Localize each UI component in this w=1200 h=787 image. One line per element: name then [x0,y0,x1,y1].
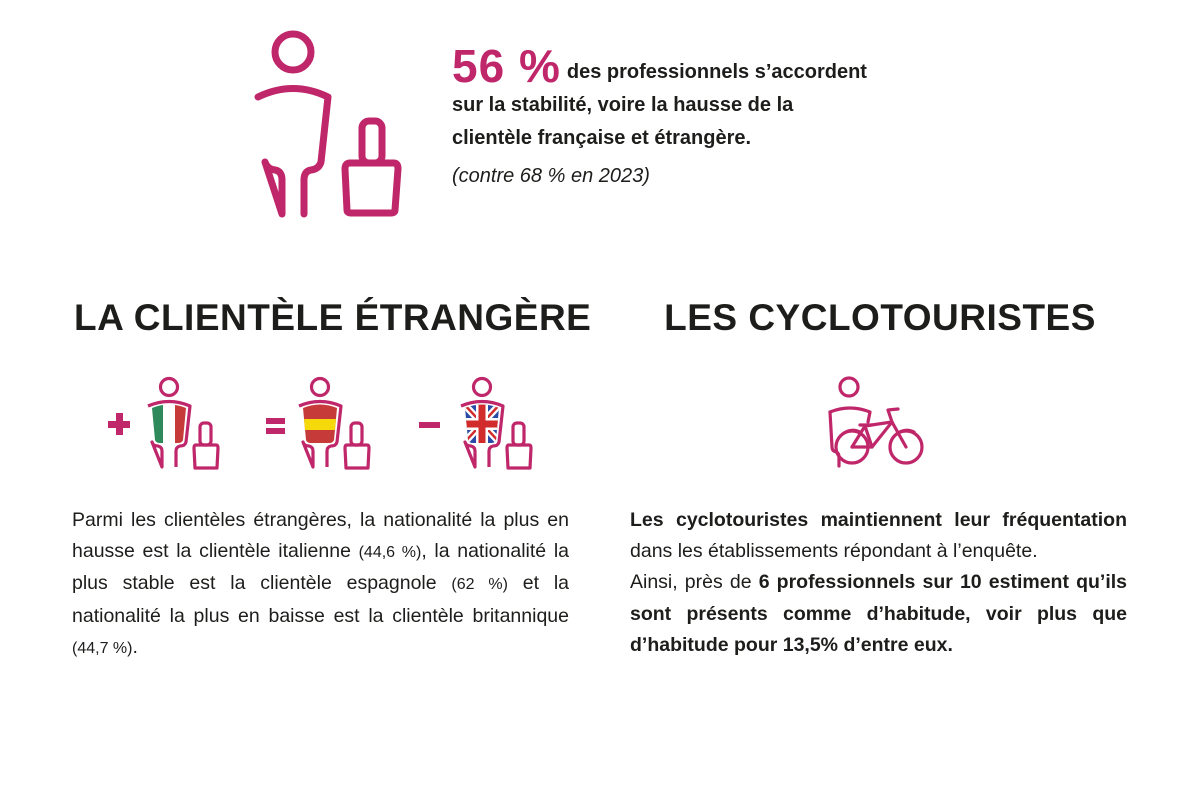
cyclotourists-bold-1: Les cyclotouristes maintiennent leur fré… [630,509,1127,531]
uk-percentage: (44,7 %) [72,639,133,657]
hero-statement: 56 % des professionnels s’accordent sur l… [452,43,972,191]
plus-icon [108,413,130,435]
cyclotourists-text-2: Ainsi, près de [630,571,759,594]
hero-percentage: 56 % [452,40,561,92]
cyclotourists-title: LES CYCLOTOURISTES [664,297,1096,338]
foreign-clientele-title: LA CLIENTÈLE ÉTRANGÈRE [74,297,592,338]
spain-percentage: (62 %) [451,576,508,594]
hero-line-2: sur la stabilité, voire la hausse de la [452,94,794,116]
hero-comparison-note: (contre 68 % en 2023) [452,165,650,187]
hero-line-3: clientèle française et étrangère. [452,127,752,149]
equals-icon [266,418,285,434]
cyclotourists-sentence-2: Ainsi, près de 6 professionnels sur 10 e… [630,567,1127,661]
traveler-with-luggage-icon [248,22,408,222]
foreign-clientele-paragraph: Parmi les clientèles étrangères, la nati… [72,505,569,664]
italy-traveler-icon [147,376,220,470]
uk-flag-icon [465,404,499,443]
minus-icon [419,422,440,428]
cyclotourists-sentence-1: Les cyclotouristes maintiennent leur fré… [630,505,1127,567]
italy-flag-icon [152,404,186,443]
spain-traveler-icon [298,376,371,470]
foreign-text-2: , la nationalité la plus stable est la c… [72,540,569,595]
cyclist-with-bicycle-icon [822,372,932,472]
cyclotourists-text-1: dans les établissements répondant à l’en… [630,540,1038,563]
foreign-text-4: . [132,635,138,658]
uk-traveler-icon [460,376,533,470]
hero-line-1-text: des professionnels s’accordent [566,61,867,83]
italy-percentage: (44,6 %) [358,544,422,562]
nationality-indicators [100,372,560,477]
hero-line-1: 56 % des professionnels s’accordent [452,43,972,89]
foreign-text-1: Parmi les clientèles étrangères, la nati… [72,509,569,563]
spain-flag-icon [303,404,337,443]
cyclotourists-bold-2: 6 professionnels sur 10 estiment qu’ils … [630,571,1128,656]
foreign-text-3: et la nationalité la plus en baisse est … [72,572,570,627]
cyclotourists-paragraph: Les cyclotouristes maintiennent leur fré… [630,505,1127,661]
